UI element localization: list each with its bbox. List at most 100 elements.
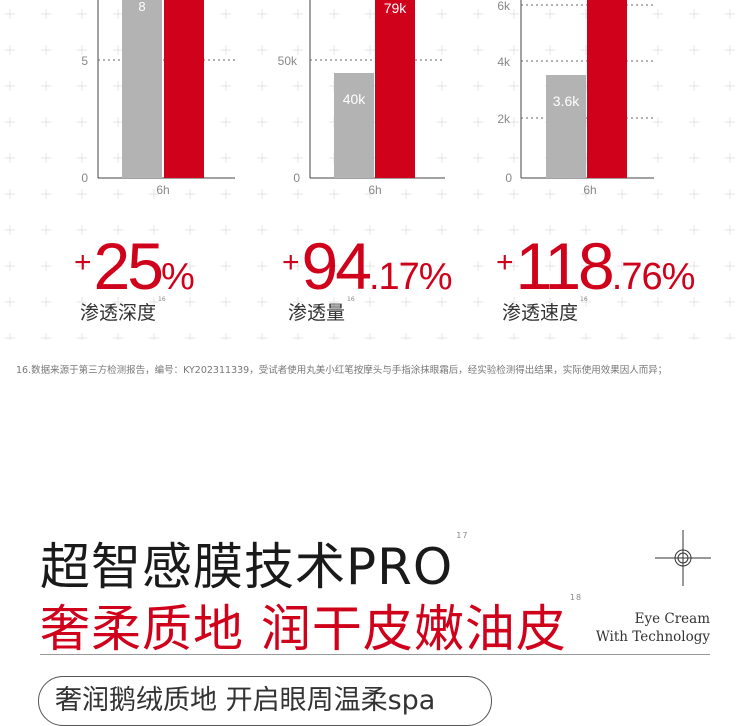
- cross-mark: [509, 9, 519, 19]
- cross-mark: [653, 225, 663, 235]
- ytick-label: 6k: [497, 0, 511, 13]
- bar-red: [375, 0, 415, 178]
- cross-mark: [257, 81, 267, 91]
- cross-mark: [545, 45, 555, 55]
- cross-mark: [689, 333, 699, 340]
- cross-mark: [5, 45, 15, 55]
- cross-mark: [617, 225, 627, 235]
- cross-mark: [437, 117, 447, 127]
- english-tagline: Eye Cream With Technology: [596, 610, 710, 646]
- cross-mark: [365, 9, 375, 19]
- cross-mark: [41, 9, 51, 19]
- xtick-label: 6h: [368, 183, 381, 197]
- cross-mark: [437, 9, 447, 19]
- cross-mark: [41, 189, 51, 199]
- cross-mark: [437, 189, 447, 199]
- bar-red: [164, 0, 204, 178]
- cross-mark: [113, 45, 123, 55]
- tagline-line1: Eye Cream: [634, 611, 710, 627]
- cross-mark: [149, 333, 159, 340]
- cross-mark: [473, 297, 483, 307]
- cross-mark: [473, 153, 483, 163]
- stat-label: 渗透深度16: [80, 296, 166, 324]
- cross-mark: [581, 297, 591, 307]
- cross-mark: [293, 297, 303, 307]
- cross-mark: [725, 261, 735, 271]
- cross-mark: [329, 9, 339, 19]
- divider: [40, 654, 710, 655]
- cross-mark: [581, 189, 591, 199]
- cross-mark: [473, 9, 483, 19]
- cross-mark: [77, 117, 87, 127]
- cross-mark: [401, 225, 411, 235]
- cross-mark: [329, 261, 339, 271]
- chart-penetration-depth: 8 5 0 6h: [60, 0, 260, 200]
- cross-mark: [653, 45, 663, 55]
- chart-penetration-amount: 40k 79k 50k 0 6h: [272, 0, 472, 200]
- cross-mark: [473, 225, 483, 235]
- cross-mark: [509, 117, 519, 127]
- cross-mark: [509, 333, 519, 340]
- bar-grey-label: 40k: [343, 91, 367, 107]
- plus-sign: +: [282, 246, 300, 279]
- xtick-label: 6h: [583, 183, 596, 197]
- cross-mark: [437, 45, 447, 55]
- bar-grey-label: 3.6k: [553, 93, 580, 109]
- cross-mark: [77, 225, 87, 235]
- ref-marker: 18: [569, 593, 583, 602]
- ytick-label: 4k: [497, 55, 511, 69]
- bar-grey-label: 8: [138, 0, 145, 14]
- cross-mark: [5, 297, 15, 307]
- cross-mark: [149, 297, 159, 307]
- cross-mark: [473, 45, 483, 55]
- cross-mark: [221, 189, 231, 199]
- cross-mark: [5, 81, 15, 91]
- stat-value: +118.76%: [496, 228, 695, 304]
- cross-mark: [473, 81, 483, 91]
- cross-mark: [257, 261, 267, 271]
- cross-mark: [581, 333, 591, 340]
- cross-mark: [653, 333, 663, 340]
- cross-mark: [41, 45, 51, 55]
- cross-mark: [77, 45, 87, 55]
- cross-mark: [41, 333, 51, 340]
- cross-mark: [185, 297, 195, 307]
- cross-mark: [437, 153, 447, 163]
- cross-mark: [689, 189, 699, 199]
- cross-mark: [113, 225, 123, 235]
- cross-mark: [401, 189, 411, 199]
- cross-mark: [149, 261, 159, 271]
- cross-mark: [365, 225, 375, 235]
- cross-mark: [725, 81, 735, 91]
- cross-mark: [293, 153, 303, 163]
- cross-mark: [41, 117, 51, 127]
- cross-mark: [365, 45, 375, 55]
- stat-int: 94: [301, 229, 372, 303]
- cross-mark: [329, 225, 339, 235]
- cross-mark: [509, 297, 519, 307]
- cross-mark: [257, 45, 267, 55]
- cross-mark: [221, 117, 231, 127]
- cross-mark: [329, 189, 339, 199]
- cross-mark: [509, 153, 519, 163]
- cross-mark: [329, 45, 339, 55]
- crosshair-icon: [655, 530, 711, 586]
- bar-grey: [122, 0, 162, 178]
- cross-mark: [365, 261, 375, 271]
- cross-mark: [689, 297, 699, 307]
- cross-mark: [401, 261, 411, 271]
- chart-penetration-speed: 3.6k 6k 4k 2k 0 6h: [484, 0, 684, 200]
- cross-mark: [221, 45, 231, 55]
- ytick-label: 0: [293, 171, 300, 185]
- footnote: 16.数据来源于第三方检测报告，编号：KY202311339，受试者使用丸美小红…: [16, 365, 668, 376]
- cross-mark: [329, 297, 339, 307]
- cross-mark: [77, 153, 87, 163]
- cross-mark: [257, 189, 267, 199]
- ytick-label: 2k: [497, 112, 511, 126]
- cross-mark: [581, 261, 591, 271]
- cross-mark: [365, 189, 375, 199]
- cross-mark: [653, 297, 663, 307]
- cross-mark: [149, 189, 159, 199]
- stat-int: 118: [515, 229, 615, 303]
- cross-mark: [545, 297, 555, 307]
